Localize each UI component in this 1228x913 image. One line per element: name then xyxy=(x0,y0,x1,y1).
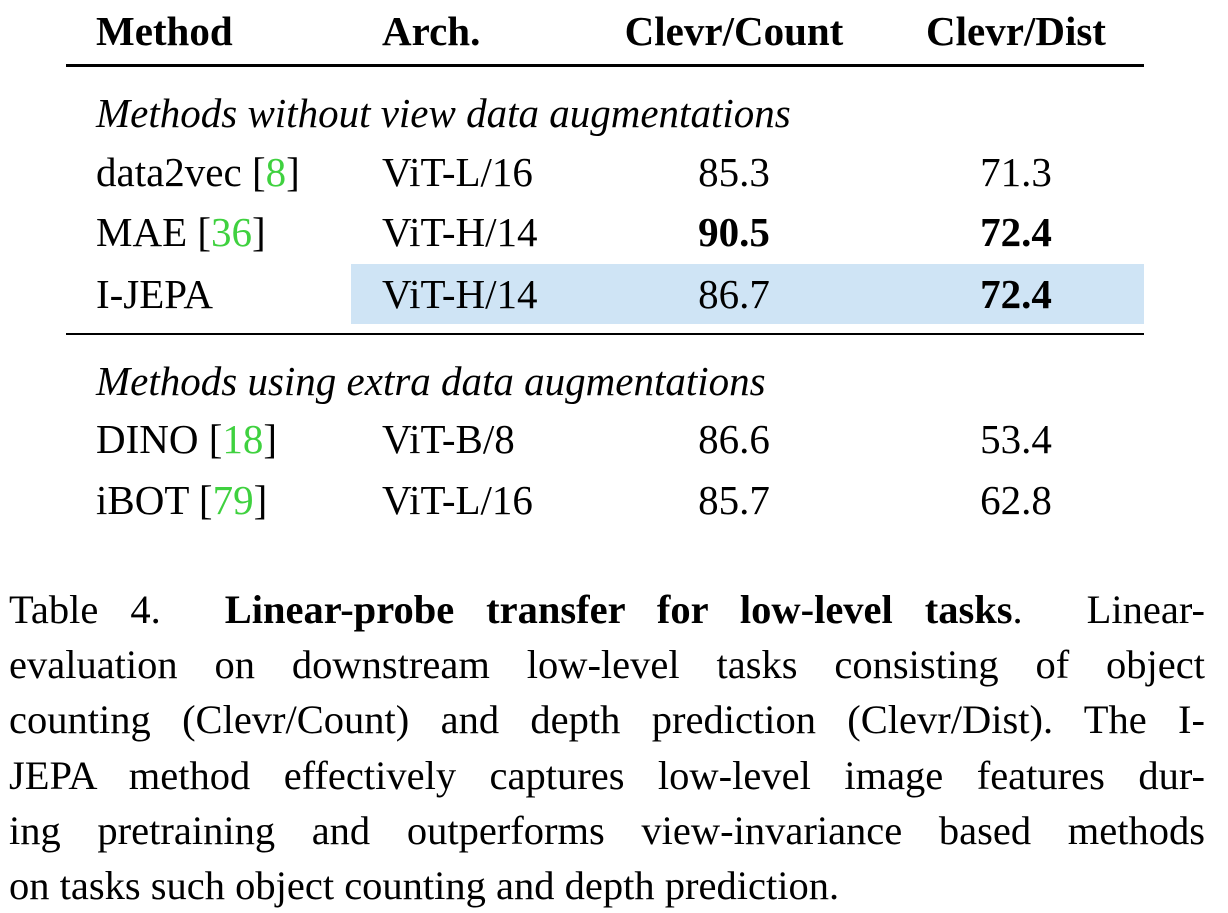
method-name: data2vec xyxy=(96,149,242,195)
row-arch: ViT-L/16 xyxy=(382,149,533,195)
row-count: 90.5 xyxy=(698,209,770,255)
row-dist: 71.3 xyxy=(980,149,1052,195)
caption-label: Table 4. xyxy=(9,587,161,632)
row-method: I-JEPA xyxy=(96,271,213,317)
header-method: Method xyxy=(96,8,233,54)
row-dist: 53.4 xyxy=(980,416,1052,462)
caption-text: Linear- xyxy=(1086,587,1205,632)
caption-line: Table 4. Linear-probe transfer for low-l… xyxy=(9,587,1205,632)
row-dist: 72.4 xyxy=(980,271,1052,317)
row-method: iBOT [79] xyxy=(96,477,268,523)
citation-link[interactable]: 18 xyxy=(222,416,264,462)
top-rule xyxy=(66,64,1144,67)
header-clevr-dist: Clevr/Dist xyxy=(926,8,1106,54)
table-caption: Table 4. Linear-probe transfer for low-l… xyxy=(9,582,1205,913)
citation-link[interactable]: 36 xyxy=(211,209,253,255)
method-name: MAE xyxy=(96,209,188,255)
header-arch: Arch. xyxy=(382,8,481,54)
row-count: 85.3 xyxy=(698,149,770,195)
row-arch: ViT-L/16 xyxy=(382,477,533,523)
caption-line: evaluation on downstream low-level tasks… xyxy=(9,642,1205,688)
section-title: Methods without view data augmentations xyxy=(96,90,791,136)
caption-line: JEPA method effectively captures low-lev… xyxy=(9,752,1205,798)
row-count: 86.7 xyxy=(698,271,770,317)
highlight-row-bg xyxy=(351,264,1144,324)
caption-line: on tasks such object counting and depth … xyxy=(9,862,840,908)
citation-link[interactable]: 8 xyxy=(265,149,287,195)
row-dist: 62.8 xyxy=(980,477,1052,523)
caption-title: Linear-probe transfer for low-level task… xyxy=(224,587,1013,632)
caption-line: counting (Clevr/Count) and depth predict… xyxy=(9,697,1205,743)
row-method: MAE [36] xyxy=(96,209,266,255)
method-name: iBOT xyxy=(96,477,189,523)
row-count: 86.6 xyxy=(698,416,770,462)
mid-rule xyxy=(66,333,1144,335)
row-method: DINO [18] xyxy=(96,416,278,462)
caption-line: ing pretraining and outperforms view-inv… xyxy=(9,807,1205,853)
row-arch: ViT-H/14 xyxy=(382,209,538,255)
row-arch: ViT-B/8 xyxy=(382,416,515,462)
row-arch: ViT-H/14 xyxy=(382,271,538,317)
results-table: Method Arch. Clevr/Count Clevr/Dist Meth… xyxy=(66,0,1144,540)
method-name: DINO xyxy=(96,416,199,462)
row-count: 85.7 xyxy=(698,477,770,523)
row-method: data2vec [8] xyxy=(96,149,300,195)
row-dist: 72.4 xyxy=(980,209,1052,255)
section-title: Methods using extra data augmentations xyxy=(96,358,766,404)
citation-link[interactable]: 79 xyxy=(212,477,254,523)
header-clevr-count: Clevr/Count xyxy=(624,8,844,54)
